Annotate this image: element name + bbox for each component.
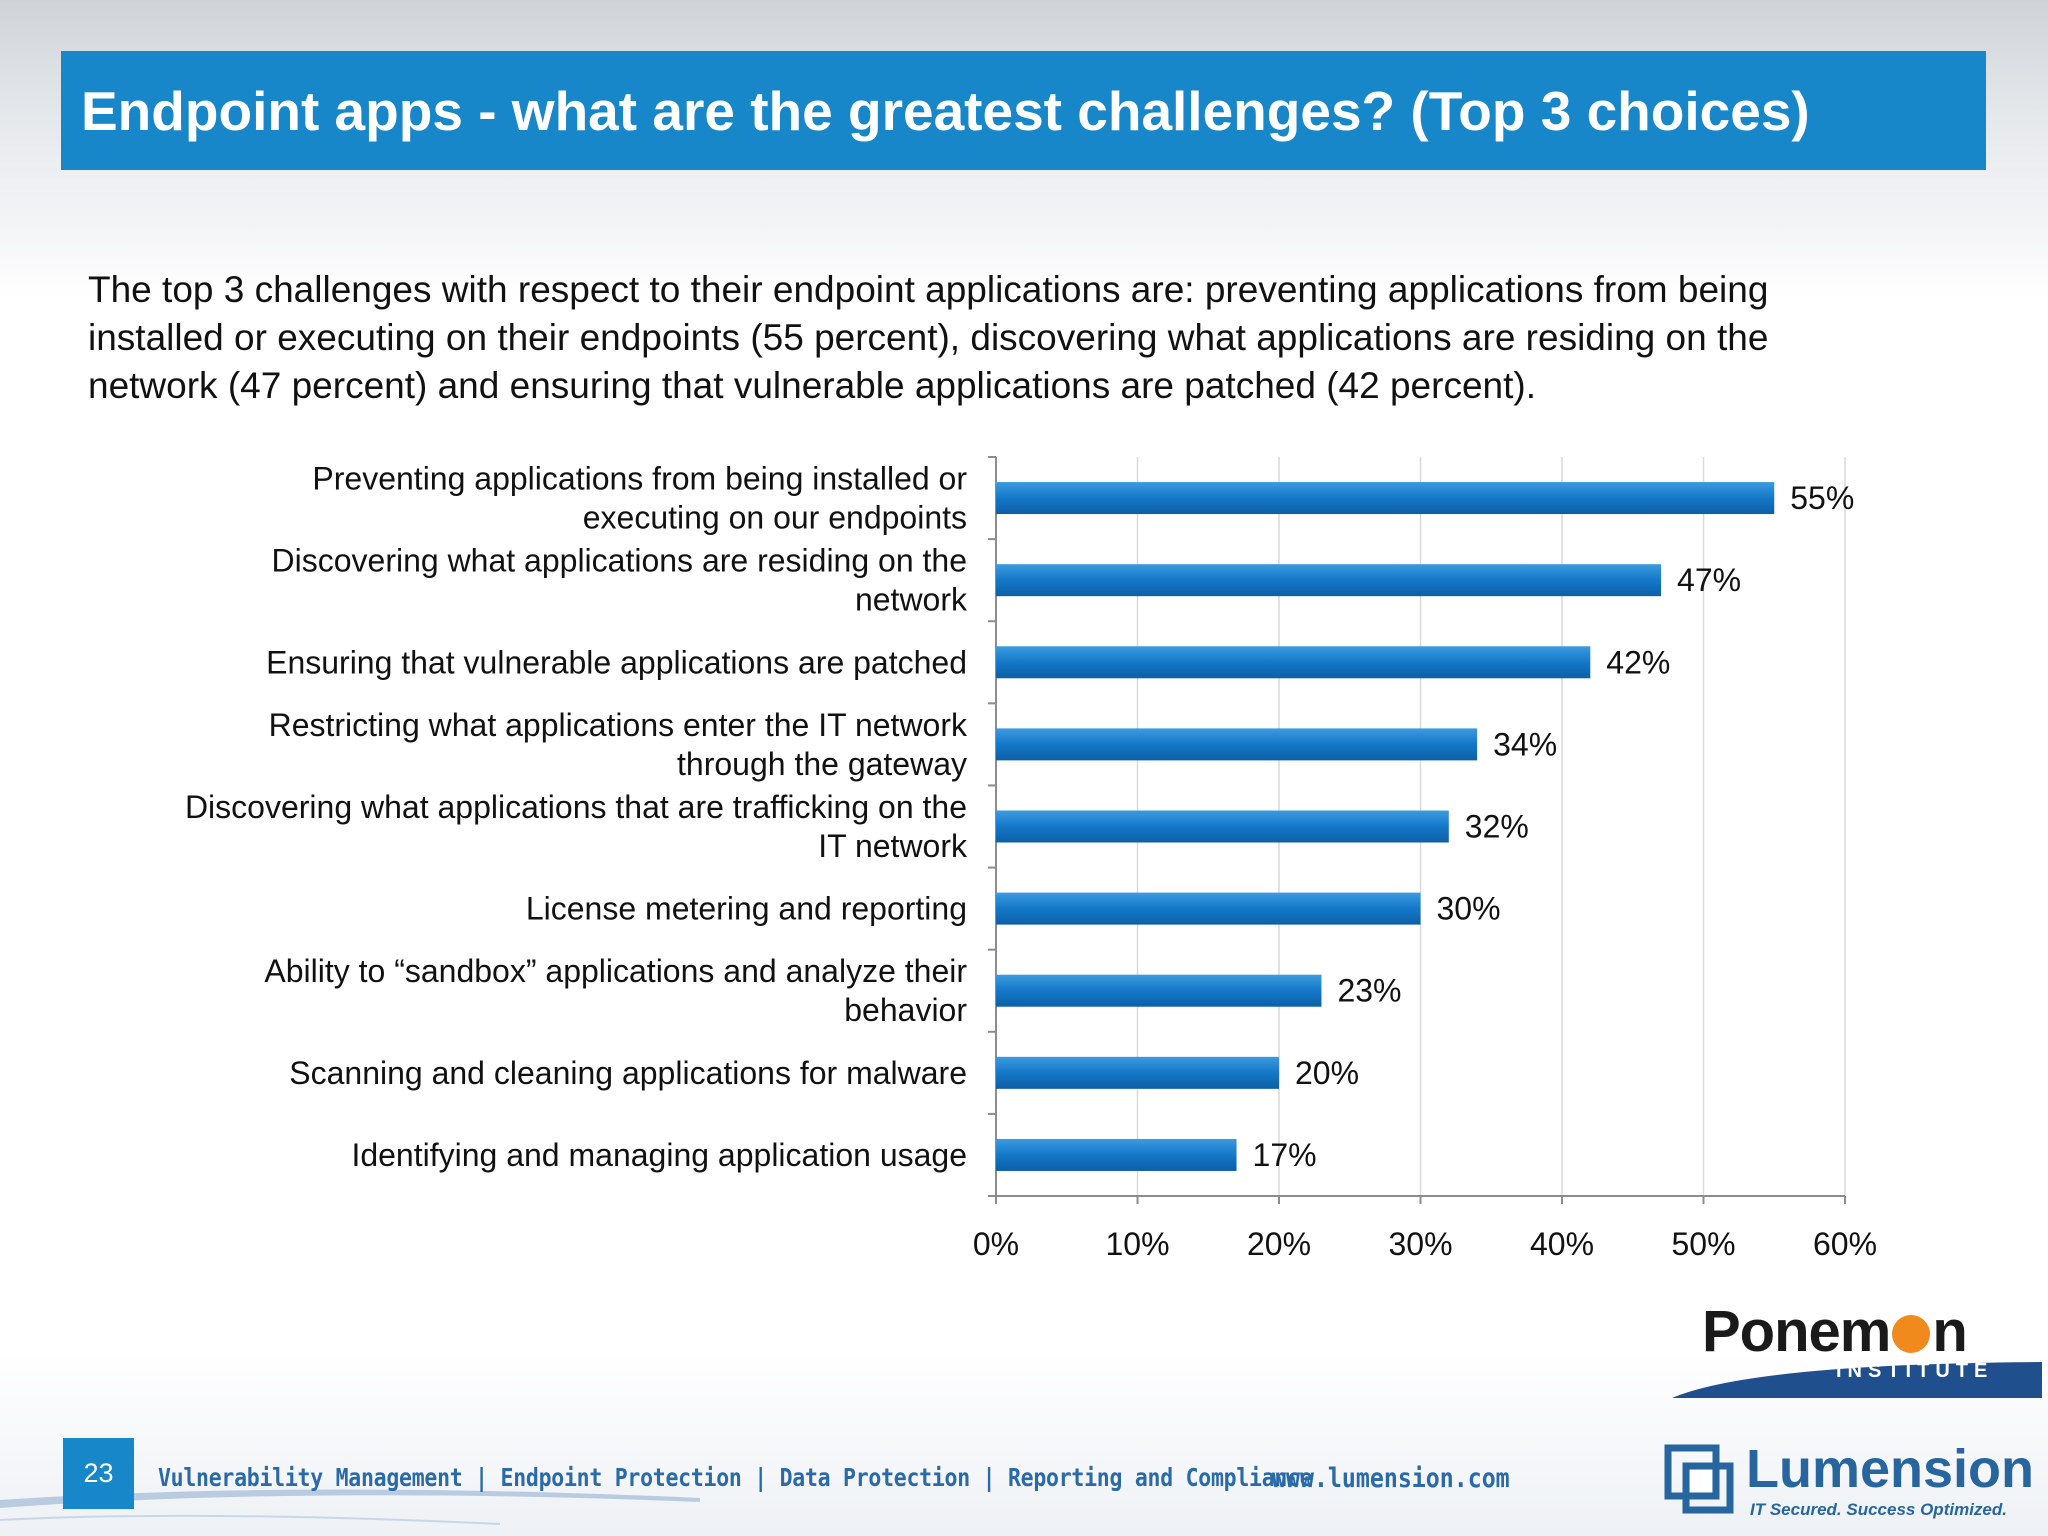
category-label: executing on our endpoints [583, 500, 967, 536]
category-label: Discovering what applications are residi… [272, 543, 968, 579]
lumension-tagline: IT Secured. Success Optimized. [1750, 1500, 2007, 1519]
data-label: 32% [1465, 809, 1529, 845]
ponemon-orange-dot-icon [1892, 1315, 1931, 1353]
category-label: IT network [818, 828, 968, 864]
bar [996, 646, 1591, 679]
category-label: Scanning and cleaning applications for m… [289, 1055, 967, 1091]
summary-line: installed or executing on their endpoint… [88, 317, 1769, 358]
category-label: Discovering what applications that are t… [185, 789, 967, 825]
category-label: Ability to “sandbox” applications and an… [264, 953, 967, 989]
page-number: 23 [63, 1438, 134, 1509]
data-label: 47% [1677, 562, 1741, 598]
ponemon-swoosh-icon [1672, 1362, 2042, 1398]
lumension-wordmark: Lumension [1746, 1439, 2035, 1499]
ponemon-name-end: n [1932, 1299, 1967, 1364]
category-label: Ensuring that vulnerable applications ar… [266, 644, 967, 680]
data-label: 42% [1606, 644, 1670, 680]
category-label: through the gateway [677, 746, 967, 782]
x-tick-label: 40% [1530, 1226, 1594, 1262]
data-label: 23% [1337, 973, 1401, 1009]
x-tick-label: 30% [1388, 1226, 1452, 1262]
bar [996, 728, 1478, 761]
category-label: License metering and reporting [526, 891, 967, 927]
category-label: Restricting what applications enter the … [269, 707, 968, 743]
ponemon-wordmark: Ponem n [1702, 1298, 1968, 1365]
footer-url[interactable]: www.lumension.com [1272, 1463, 1510, 1494]
x-tick-label: 10% [1105, 1226, 1169, 1262]
x-tick-label: 60% [1813, 1226, 1877, 1262]
data-label: 30% [1437, 891, 1501, 927]
footer-swoosh [0, 1489, 700, 1525]
bar [996, 810, 1449, 843]
summary-line: The top 3 challenges with respect to the… [88, 269, 1769, 310]
bar-chart: 0% 10% 20% 30% 40% 50% 60% 55% Preventing applic… [185, 456, 1877, 1262]
lumension-logo: Lumension IT Secured. Success Optimized. [1664, 1439, 2034, 1530]
bar [996, 974, 1322, 1007]
bar [996, 564, 1662, 597]
data-label: 34% [1493, 726, 1557, 762]
slide-title: Endpoint apps - what are the greatest ch… [81, 79, 1810, 142]
lumension-mark-icon [1664, 1444, 1734, 1514]
x-tick-label: 50% [1671, 1226, 1735, 1262]
category-label: Identifying and managing application usa… [351, 1137, 967, 1173]
footer-nav-text: Vulnerability Management | Endpoint Prot… [158, 1463, 1313, 1492]
data-label: 55% [1790, 480, 1854, 516]
bar [996, 1138, 1237, 1171]
ponemon-subtitle: INSTITUTE [1836, 1360, 1994, 1382]
title-bar: Endpoint apps - what are the greatest ch… [61, 51, 1986, 170]
data-label: 20% [1295, 1055, 1359, 1091]
summary-line: network (47 percent) and ensuring that v… [88, 365, 1536, 406]
x-tick-label: 20% [1247, 1226, 1311, 1262]
bar [996, 1056, 1279, 1089]
summary-text: The top 3 challenges with respect to the… [88, 266, 1988, 410]
ponemon-logo: Ponem n INSTITUTE [1672, 1298, 2042, 1398]
data-label: 17% [1253, 1137, 1317, 1173]
x-tick-label: 0% [973, 1226, 1019, 1262]
ponemon-name-start: Ponem [1702, 1299, 1891, 1364]
category-label: network [855, 582, 968, 618]
bar [996, 482, 1775, 515]
category-label: Preventing applications from being insta… [312, 461, 967, 497]
category-label: behavior [844, 992, 967, 1028]
bar [996, 892, 1421, 925]
